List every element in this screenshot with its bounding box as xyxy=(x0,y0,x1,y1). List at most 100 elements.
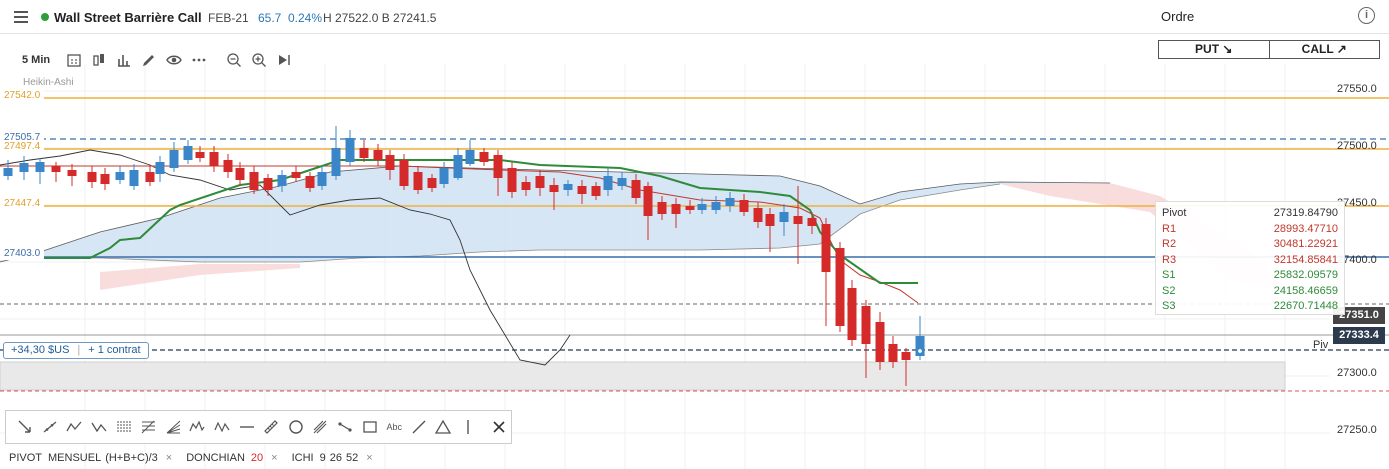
pivot-level-value: 22670.71448 xyxy=(1273,300,1338,312)
candle-body-up xyxy=(779,212,789,222)
pitchfork-icon[interactable] xyxy=(308,416,333,438)
level-tag[interactable]: 27447.4 xyxy=(0,198,45,210)
candle-body-up xyxy=(465,150,475,164)
ruler-icon[interactable] xyxy=(259,416,284,438)
trend-line-icon[interactable] xyxy=(407,416,432,438)
candle-body-down xyxy=(385,155,395,170)
level-tag[interactable]: 27497.4 xyxy=(0,141,45,153)
eye-icon[interactable] xyxy=(166,52,182,68)
indicator-name: DONCHIAN xyxy=(186,452,245,464)
candle-body-down xyxy=(521,182,531,190)
candle-body-up xyxy=(915,336,925,356)
ichimoku-kijun-line xyxy=(0,165,919,304)
candle-body-down xyxy=(399,160,409,186)
ray-icon[interactable] xyxy=(38,416,63,438)
timeframe-selector[interactable]: 5 Min xyxy=(22,54,51,66)
separator: | xyxy=(77,344,81,356)
pivot-level-value: 24158.46659 xyxy=(1273,284,1338,297)
ichimoku-cloud-bullish xyxy=(0,166,1110,262)
open-position-box[interactable]: +34,30 $US | + 1 contrat xyxy=(3,342,149,359)
candle-body-down xyxy=(479,152,489,162)
drawing-toolbar: Abc xyxy=(5,410,512,444)
fib-fan-icon[interactable] xyxy=(161,416,186,438)
bars-icon[interactable] xyxy=(116,52,132,68)
pencil-icon[interactable] xyxy=(141,52,157,68)
candle-body-down xyxy=(263,178,273,190)
candle-body-down xyxy=(493,155,503,178)
text-icon[interactable]: Abc xyxy=(386,422,402,432)
ichimoku-senkou-b xyxy=(0,183,1001,263)
segment-icon[interactable] xyxy=(333,416,358,438)
close-icon[interactable]: × xyxy=(165,452,173,464)
close-icon[interactable]: × xyxy=(366,452,373,464)
pivot-line-label: Piv xyxy=(1313,339,1329,351)
indicator-ichimoku[interactable]: ICHI 9 26 52 × xyxy=(292,452,373,464)
zoom-out-icon[interactable] xyxy=(226,52,242,68)
y-axis-tick: 27550.0 xyxy=(1337,83,1377,95)
candle-body-up xyxy=(19,163,29,172)
candle-body-down xyxy=(821,224,831,272)
candle-body-down xyxy=(657,202,667,214)
candles-icon[interactable] xyxy=(91,52,107,68)
price-chart[interactable] xyxy=(0,34,1389,469)
candle-body-down xyxy=(507,168,517,192)
candle-body-up xyxy=(725,198,735,206)
pivot-row-r2: R2 30481.22921 xyxy=(1162,237,1338,253)
rectangle-icon[interactable] xyxy=(357,416,382,438)
candle-body-up xyxy=(183,146,193,160)
candle-body-up xyxy=(155,162,165,174)
candle-body-down xyxy=(643,186,653,216)
info-icon[interactable]: i xyxy=(1358,7,1375,24)
harmonic-icon[interactable] xyxy=(210,416,235,438)
close-icon[interactable] xyxy=(486,416,511,438)
vertical-line-icon[interactable] xyxy=(456,416,481,438)
candle-body-up xyxy=(277,175,287,186)
market-status-dot xyxy=(41,13,49,21)
level-tag[interactable]: 27542.0 xyxy=(0,90,45,102)
path-icon[interactable] xyxy=(87,416,112,438)
candle-body-up xyxy=(331,148,341,176)
close-icon[interactable]: × xyxy=(271,452,278,464)
pivot-row-r1: R1 28993.47710 xyxy=(1162,222,1338,238)
indicator-donchian[interactable]: DONCHIAN 20 × xyxy=(186,452,277,464)
candle-body-up xyxy=(563,184,573,190)
instrument-name[interactable]: Wall Street Barrière Call xyxy=(54,10,202,25)
y-axis-tick: 27400.0 xyxy=(1337,254,1377,266)
play-forward-icon[interactable] xyxy=(276,52,292,68)
indicator-param: 9 xyxy=(319,452,326,464)
candle-body-down xyxy=(373,150,383,160)
pivot-level-value: 27319.84790 xyxy=(1273,207,1338,219)
horizontal-line-icon[interactable] xyxy=(234,416,259,438)
hamburger-menu-icon[interactable] xyxy=(14,11,28,23)
y-axis-tick: 27250.0 xyxy=(1337,424,1377,436)
high-low-values: H 27522.0 B 27241.5 xyxy=(323,11,437,25)
calendar-icon[interactable] xyxy=(66,52,82,68)
pivot-level-name: R3 xyxy=(1162,253,1177,266)
candle-body-up xyxy=(169,150,179,168)
pivot-level-name: Pivot xyxy=(1162,207,1187,219)
zigzag-icon[interactable] xyxy=(62,416,87,438)
elliott-wave-icon[interactable] xyxy=(185,416,210,438)
circle-icon[interactable] xyxy=(284,416,309,438)
zoom-in-icon[interactable] xyxy=(251,52,267,68)
fib-retracement-icon[interactable] xyxy=(111,416,136,438)
candle-body-down xyxy=(835,248,845,326)
order-panel-title: Ordre xyxy=(1161,9,1195,24)
indicator-pivot[interactable]: PIVOT MENSUEL (H+B+C)/3 × xyxy=(9,452,172,464)
candle-body-down xyxy=(875,322,885,362)
candle-body-down xyxy=(671,204,681,214)
candle-body-down xyxy=(793,216,803,224)
more-icon[interactable] xyxy=(191,52,207,68)
chart-toolbar: 5 Min xyxy=(16,50,301,70)
candle-body-down xyxy=(685,206,695,210)
triangle-icon[interactable] xyxy=(431,416,456,438)
ichimoku-chikou-line xyxy=(0,149,571,366)
put-button[interactable]: PUT ↘ xyxy=(1195,42,1233,56)
fib-extension-icon[interactable] xyxy=(136,416,161,438)
level-tag[interactable]: 27403.0 xyxy=(0,248,45,260)
call-button[interactable]: CALL ↗ xyxy=(1268,41,1380,58)
arrow-line-icon[interactable] xyxy=(13,416,38,438)
candle-body-down xyxy=(739,200,749,212)
candle-body-down xyxy=(145,172,155,182)
pivot-row-s2: S2 24158.46659 xyxy=(1162,284,1338,300)
